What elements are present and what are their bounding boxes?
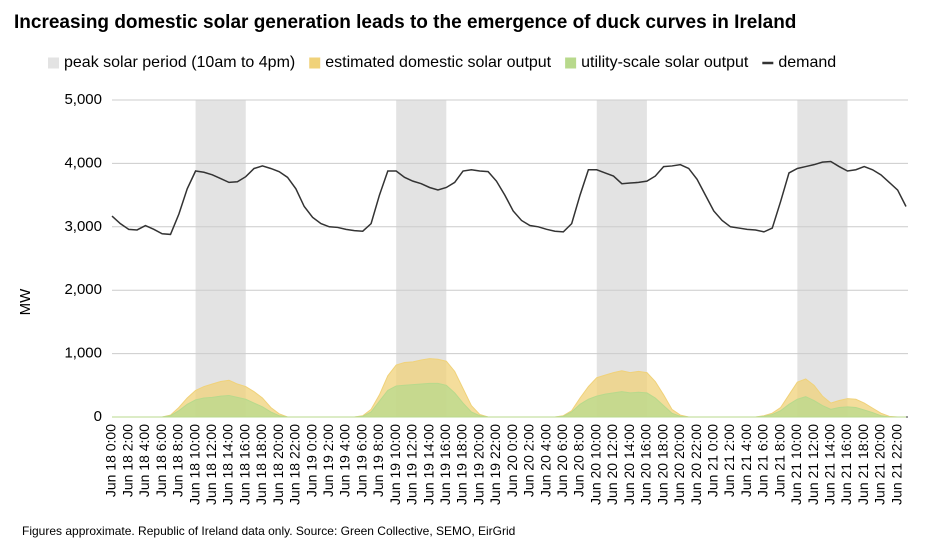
x-tick-label: Jun 18 14:00	[220, 424, 236, 505]
x-tick-label: Jun 19 12:00	[404, 424, 420, 505]
x-tick-label: Jun 21 2:00	[721, 424, 737, 497]
x-tick-label: Jun 18 2:00	[119, 424, 135, 497]
x-tick-label: Jun 19 6:00	[353, 424, 369, 497]
x-tick-label: Jun 18 10:00	[186, 424, 202, 505]
peak-band	[797, 100, 848, 417]
x-tick-label: Jun 18 22:00	[287, 424, 303, 505]
x-tick-label: Jun 19 16:00	[437, 424, 453, 505]
legend-label: peak solar period (10am to 4pm)	[64, 54, 295, 71]
x-tick-label: Jun 20 8:00	[571, 424, 587, 497]
x-tick-label: Jun 19 2:00	[320, 424, 336, 497]
legend-swatch	[565, 57, 577, 69]
x-tick-label: Jun 18 20:00	[270, 424, 286, 505]
legend-label: demand	[778, 54, 836, 71]
x-tick-label: Jun 21 4:00	[738, 424, 754, 497]
x-tick-label: Jun 19 20:00	[470, 424, 486, 505]
x-tick-label: Jun 21 8:00	[771, 424, 787, 497]
x-tick-label: Jun 20 6:00	[554, 424, 570, 497]
x-tick-label: Jun 18 8:00	[170, 424, 186, 497]
x-tick-label: Jun 20 18:00	[654, 424, 670, 505]
x-tick-label: Jun 19 0:00	[303, 424, 319, 497]
y-axis-label: MW	[17, 288, 34, 315]
x-tick-label: Jun 20 12:00	[604, 424, 620, 505]
x-tick-label: Jun 19 22:00	[487, 424, 503, 505]
y-tick-label: 5,000	[64, 91, 102, 108]
area	[112, 382, 906, 418]
y-tick-label: 0	[94, 408, 102, 425]
x-tick-label: Jun 18 0:00	[103, 424, 119, 497]
x-tick-label: Jun 19 10:00	[387, 424, 403, 505]
line	[111, 160, 907, 236]
legend-label: utility-scale solar output	[581, 54, 749, 71]
x-tick-label: Jun 21 20:00	[872, 424, 888, 505]
x-tick-label: Jun 19 8:00	[370, 424, 386, 497]
x-tick-label: Jun 21 14:00	[821, 424, 837, 505]
x-tick-label: Jun 18 16:00	[236, 424, 252, 505]
x-tick-label: Jun 18 6:00	[153, 424, 169, 497]
y-tick-label: 4,000	[64, 154, 102, 171]
x-tick-label: Jun 21 6:00	[755, 424, 771, 497]
x-tick-label: Jun 18 4:00	[136, 424, 152, 497]
y-tick-label: 1,000	[64, 345, 102, 362]
x-tick-label: Jun 20 14:00	[621, 424, 637, 505]
legend-swatch	[309, 57, 321, 69]
y-tick-label: 2,000	[64, 281, 102, 298]
x-tick-label: Jun 21 18:00	[855, 424, 871, 505]
x-tick-label: Jun 20 22:00	[688, 424, 704, 505]
x-tick-label: Jun 21 12:00	[805, 424, 821, 505]
legend-label: estimated domestic solar output	[325, 54, 551, 71]
x-tick-label: Jun 21 10:00	[788, 424, 804, 505]
x-tick-label: Jun 20 10:00	[587, 424, 603, 505]
x-tick-label: Jun 21 0:00	[704, 424, 720, 497]
x-tick-label: Jun 19 18:00	[454, 424, 470, 505]
peak-band	[195, 100, 246, 417]
footnote: Figures approximate. Republic of Ireland…	[22, 524, 515, 538]
x-tick-label: Jun 20 4:00	[537, 424, 553, 497]
x-tick-label: Jun 21 16:00	[838, 424, 854, 505]
x-tick-label: Jun 18 18:00	[253, 424, 269, 505]
y-tick-label: 3,000	[64, 218, 102, 235]
legend-swatch	[48, 57, 59, 69]
peak-band	[596, 100, 647, 417]
chart-title: Increasing domestic solar generation lea…	[14, 12, 796, 33]
x-tick-label: Jun 21 22:00	[888, 424, 904, 505]
x-tick-label: Jun 20 16:00	[638, 424, 654, 505]
x-tick-label: Jun 19 14:00	[420, 424, 436, 505]
x-tick-label: Jun 20 20:00	[671, 424, 687, 505]
x-tick-label: Jun 18 12:00	[203, 424, 219, 505]
x-tick-label: Jun 19 4:00	[337, 424, 353, 497]
x-tick-label: Jun 20 0:00	[504, 424, 520, 497]
x-tick-label: Jun 20 2:00	[521, 424, 537, 497]
